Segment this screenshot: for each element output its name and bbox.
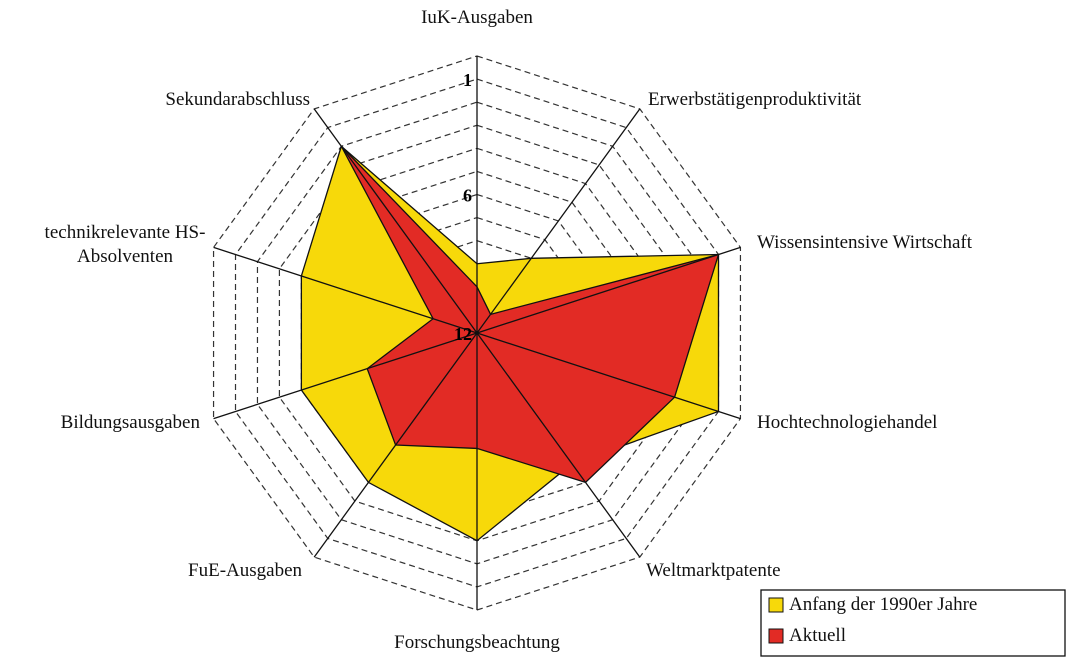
axis-line [213,246,478,334]
axis-line [476,332,741,420]
category-label: Hochtechnologiehandel [757,412,938,433]
axis-line [313,332,478,558]
axis-line [476,108,641,334]
legend-box [760,589,1066,657]
category-label: Wissensintensive Wirtschaft [757,232,972,253]
legend-swatch [768,597,784,613]
legend-swatch [768,628,784,644]
tick-label: 1 [463,70,472,90]
tick-label: 12 [454,324,472,344]
axis-line [476,332,641,558]
category-label: Forschungsbeachtung [394,632,560,653]
axis-line [213,332,478,420]
legend-label: Aktuell [789,625,846,646]
axis-line [476,246,741,334]
category-label: IuK-Ausgaben [421,7,533,28]
category-label: Erwerbstätigenproduktivität [648,89,862,110]
axis-line [313,108,478,334]
category-label: Weltmarktpatente [646,560,781,581]
category-label: technikrelevante HS-Absolventen [44,222,206,267]
category-label: Bildungsausgaben [60,412,200,433]
tick-label: 6 [463,186,472,206]
category-label: FuE-Ausgaben [188,560,302,581]
category-label: Sekundarabschluss [165,89,310,110]
legend-label: Anfang der 1990er Jahre [789,594,978,615]
